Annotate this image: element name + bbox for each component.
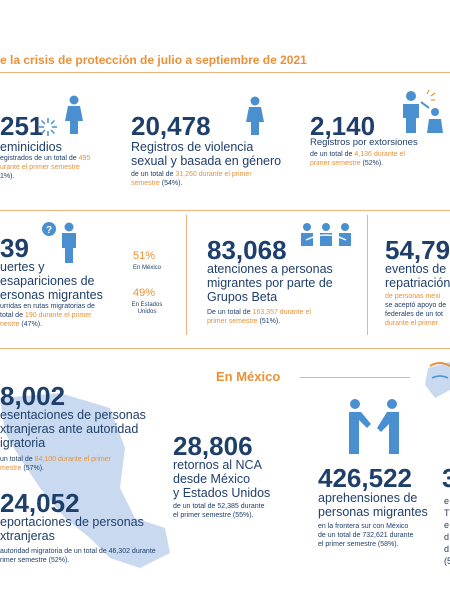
aprehensiones-label: aprehensiones de personas migrantes [318,491,428,519]
presentaciones-label: esentaciones de personas xtranjeras ante … [0,408,146,450]
woman-icon [63,95,85,135]
beta-sub: De un total de 163,357 durante el primer… [207,309,311,325]
svg-text:?: ? [46,225,52,236]
burst-icon [38,117,58,137]
question-icon: ? [42,222,56,236]
group-icon [298,222,354,248]
violencia-sub: de un total de 31,260 durante el primer … [131,171,252,187]
pct-mexico: 51% [133,250,156,262]
muertes-label: uertes y esapariciones de ersonas migrante… [0,260,103,302]
map-fragment [420,360,450,400]
row-divider-2 [0,348,450,349]
pct-usa: 49% [133,287,156,299]
mexico-heading: En México [216,369,281,384]
mexico-map [0,378,175,573]
pct-mexico-label: En México [132,265,161,271]
violencia-label: Registros de violencia sexual y basada en… [131,140,282,168]
retornos-sub: de un total de 52,385 durante el primer … [173,503,265,519]
presentaciones-sub: un total de 84,100 durante el primer mes… [0,456,111,472]
repatriacion-sub: de personas mexi se aceptó apoyo de fede… [385,293,447,327]
aprehensiones-number: 426,522 [318,463,412,493]
retornos-label: retornos al NCA desde México y Estados Uni… [173,458,271,500]
deportaciones-number: 24,052 [0,488,80,518]
repatriacion-label: eventos de repatriación [385,262,450,290]
muertes-number: 39 [0,233,29,263]
violencia-number: 20,478 [131,111,211,141]
col-divider-2 [367,215,368,335]
header-divider [0,72,450,73]
beta-number: 83,068 [207,235,287,265]
col-divider-1 [186,215,187,335]
aprehensiones-sub: en la frontera sur con México de un tota… [318,523,414,548]
row-divider-1 [0,210,450,211]
extra-number: 3 [442,463,450,493]
feminicidios-label: eminicidios [0,140,62,154]
repatriacion-number: 54,79 [385,235,450,265]
pct-usa-label: En Estados Unidos [131,302,163,315]
extorsiones-sub: de un total de 4,136 durante el primer s… [310,151,405,167]
extorsiones-label: Registros por extorsiones [310,137,418,148]
person-icon [58,222,80,264]
feminicidios-number: 251 [0,111,44,141]
deportaciones-sub: autoridad migratoria de un total de 46,3… [0,548,156,564]
presentaciones-number: 8,002 [0,381,66,411]
muertes-sub: urridas en rutas migratorias de total de… [0,303,95,328]
deportaciones-label: eportaciones de personas xtranjeras [0,515,144,543]
retornos-number: 28,806 [173,431,253,461]
feminicidios-sub: egistrados de un total de 495 urante el … [0,155,91,180]
woman-icon-2 [244,96,266,136]
mexico-heading-rule [300,377,410,378]
apprehension-icon [345,398,403,456]
beta-label: atenciones a personas migrantes por parte… [207,262,333,304]
extortion-icon [397,90,449,134]
extorsiones-number: 2,140 [310,111,376,141]
page-title: e la crisis de protección de julio a sep… [0,53,307,67]
